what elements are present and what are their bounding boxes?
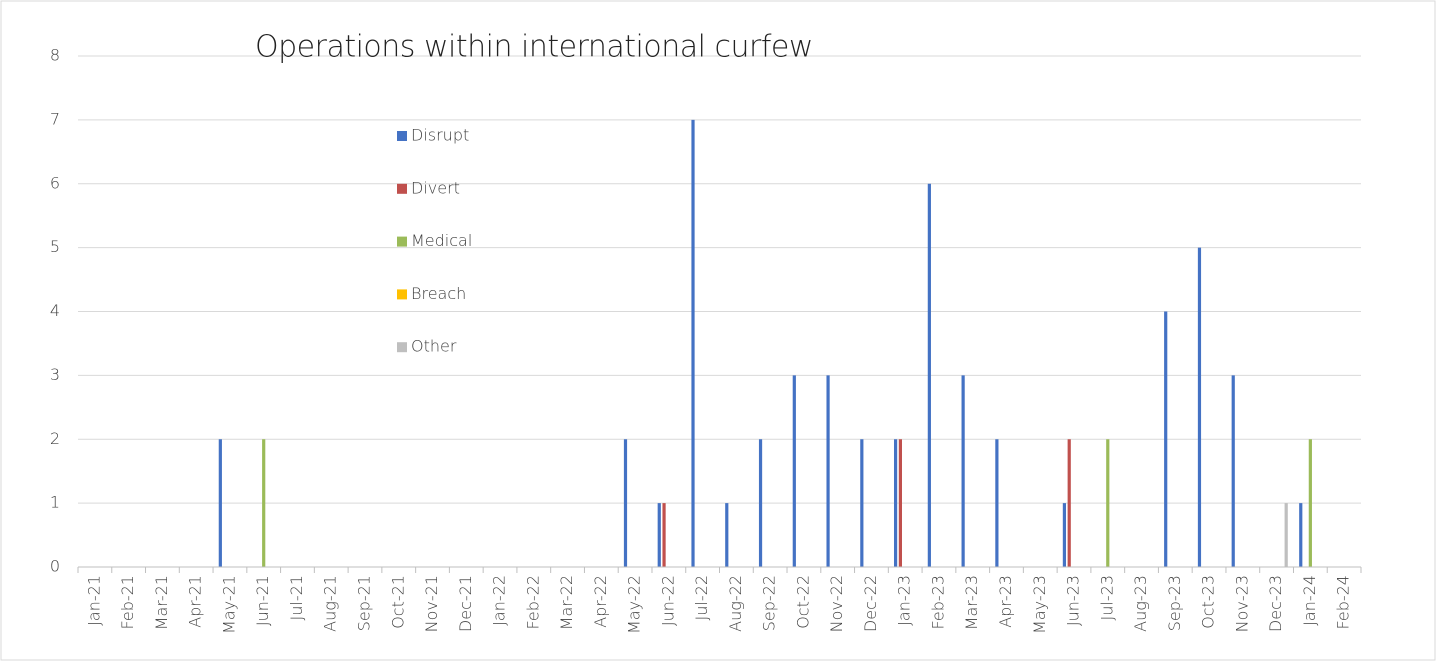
x-tick-label: Feb-21 xyxy=(118,575,137,629)
y-tick-label: 8 xyxy=(50,46,60,65)
bar xyxy=(262,439,266,567)
legend-label: Breach xyxy=(411,284,466,303)
legend-swatch xyxy=(397,289,407,300)
y-tick-label: 0 xyxy=(50,557,60,576)
bar xyxy=(657,503,661,567)
bar xyxy=(691,119,695,567)
legend-label: Disrupt xyxy=(411,126,469,145)
x-tick-label: Feb-22 xyxy=(523,575,542,629)
y-tick-label: 2 xyxy=(50,429,60,448)
grid xyxy=(78,55,1361,568)
x-tick-label: Nov-22 xyxy=(827,575,846,632)
x-tick-label: Jan-23 xyxy=(895,575,914,626)
bar xyxy=(898,439,902,567)
x-tick-label: Sep-22 xyxy=(760,575,779,631)
x-tick-label: Jul-21 xyxy=(287,575,306,620)
x-tick-label: Jan-24 xyxy=(1300,575,1319,626)
x-tick-label: Apr-22 xyxy=(591,575,610,628)
bar xyxy=(1197,247,1202,567)
x-tick-label: Jun-23 xyxy=(1064,575,1083,626)
bar xyxy=(826,375,830,567)
bar xyxy=(792,375,796,567)
x-tick-label: Jun-21 xyxy=(253,575,272,626)
x-tick-label: May-21 xyxy=(219,575,238,634)
y-tick-label: 3 xyxy=(50,365,60,384)
bar xyxy=(860,439,864,567)
x-tick-label: Sep-23 xyxy=(1165,575,1184,631)
legend: Disrupt Divert Medical Breach Other xyxy=(397,126,472,356)
x-tick-label: Jan-22 xyxy=(490,575,509,626)
x-tick-label: Dec-21 xyxy=(456,575,475,632)
bar xyxy=(218,439,222,567)
x-tick-label: Aug-22 xyxy=(726,575,745,632)
y-tick-label: 4 xyxy=(50,301,60,320)
bar xyxy=(1062,503,1067,567)
bar xyxy=(725,503,729,567)
bar xyxy=(1164,311,1168,567)
x-tick-label: Oct-21 xyxy=(388,575,407,629)
chart-title: Operations within international curfew xyxy=(255,30,813,65)
x-tick-label: Apr-21 xyxy=(186,575,205,628)
x-tick-label: May-22 xyxy=(625,575,644,634)
bar xyxy=(1067,439,1071,567)
x-tick-label: Nov-21 xyxy=(422,575,441,632)
bar xyxy=(961,375,965,567)
x-tick-label: Jul-22 xyxy=(692,575,711,620)
y-tick-label: 1 xyxy=(50,493,60,512)
x-tick-label: Feb-23 xyxy=(928,575,947,629)
y-tick-label: 5 xyxy=(50,237,60,256)
bar xyxy=(927,183,931,567)
bar xyxy=(1284,503,1288,567)
bar xyxy=(1231,375,1235,567)
axes: 0 1 2 3 4 5 6 7 8 Jan-21 Feb-21 Mar-21 Apr-21 May-21 J… xyxy=(50,46,1362,634)
bar xyxy=(758,439,763,567)
x-tick-label: Jun-22 xyxy=(658,575,677,626)
legend-swatch xyxy=(397,131,407,141)
legend-label: Other xyxy=(411,337,457,356)
x-tick-label: Dec-23 xyxy=(1266,575,1285,632)
legend-swatch xyxy=(397,236,407,247)
x-tick-label: May-23 xyxy=(1030,575,1049,634)
x-tick-label: Jan-21 xyxy=(84,575,103,626)
bar xyxy=(1106,439,1110,567)
x-tick-label: Apr-23 xyxy=(996,575,1015,628)
legend-swatch xyxy=(397,183,407,194)
x-tick-label: Mar-21 xyxy=(152,575,171,630)
bar xyxy=(1308,439,1312,567)
x-tick-label: Sep-21 xyxy=(354,575,373,631)
x-tick-label: Feb-24 xyxy=(1334,575,1353,629)
legend-label: Divert xyxy=(411,178,460,197)
bar xyxy=(995,439,999,567)
bars xyxy=(218,119,1312,567)
legend-label: Medical xyxy=(411,231,472,250)
x-tick-label: Dec-22 xyxy=(861,575,880,632)
bar xyxy=(662,503,666,567)
y-tick-label: 7 xyxy=(50,109,60,128)
x-tick-label: Nov-23 xyxy=(1232,575,1251,632)
x-tick-label: Aug-23 xyxy=(1131,575,1150,632)
x-tick-label: Oct-22 xyxy=(793,575,812,629)
bar xyxy=(1299,503,1303,567)
legend-swatch xyxy=(397,342,407,353)
x-tick-label: Aug-21 xyxy=(321,575,340,632)
x-tick-label: Mar-23 xyxy=(962,575,981,630)
bar xyxy=(893,439,898,567)
x-tick-label: Jul-23 xyxy=(1097,575,1116,620)
bar xyxy=(623,439,628,567)
y-tick-label: 6 xyxy=(50,173,60,192)
x-tick-label: Mar-22 xyxy=(557,575,576,630)
x-tick-label: Oct-23 xyxy=(1199,575,1218,629)
